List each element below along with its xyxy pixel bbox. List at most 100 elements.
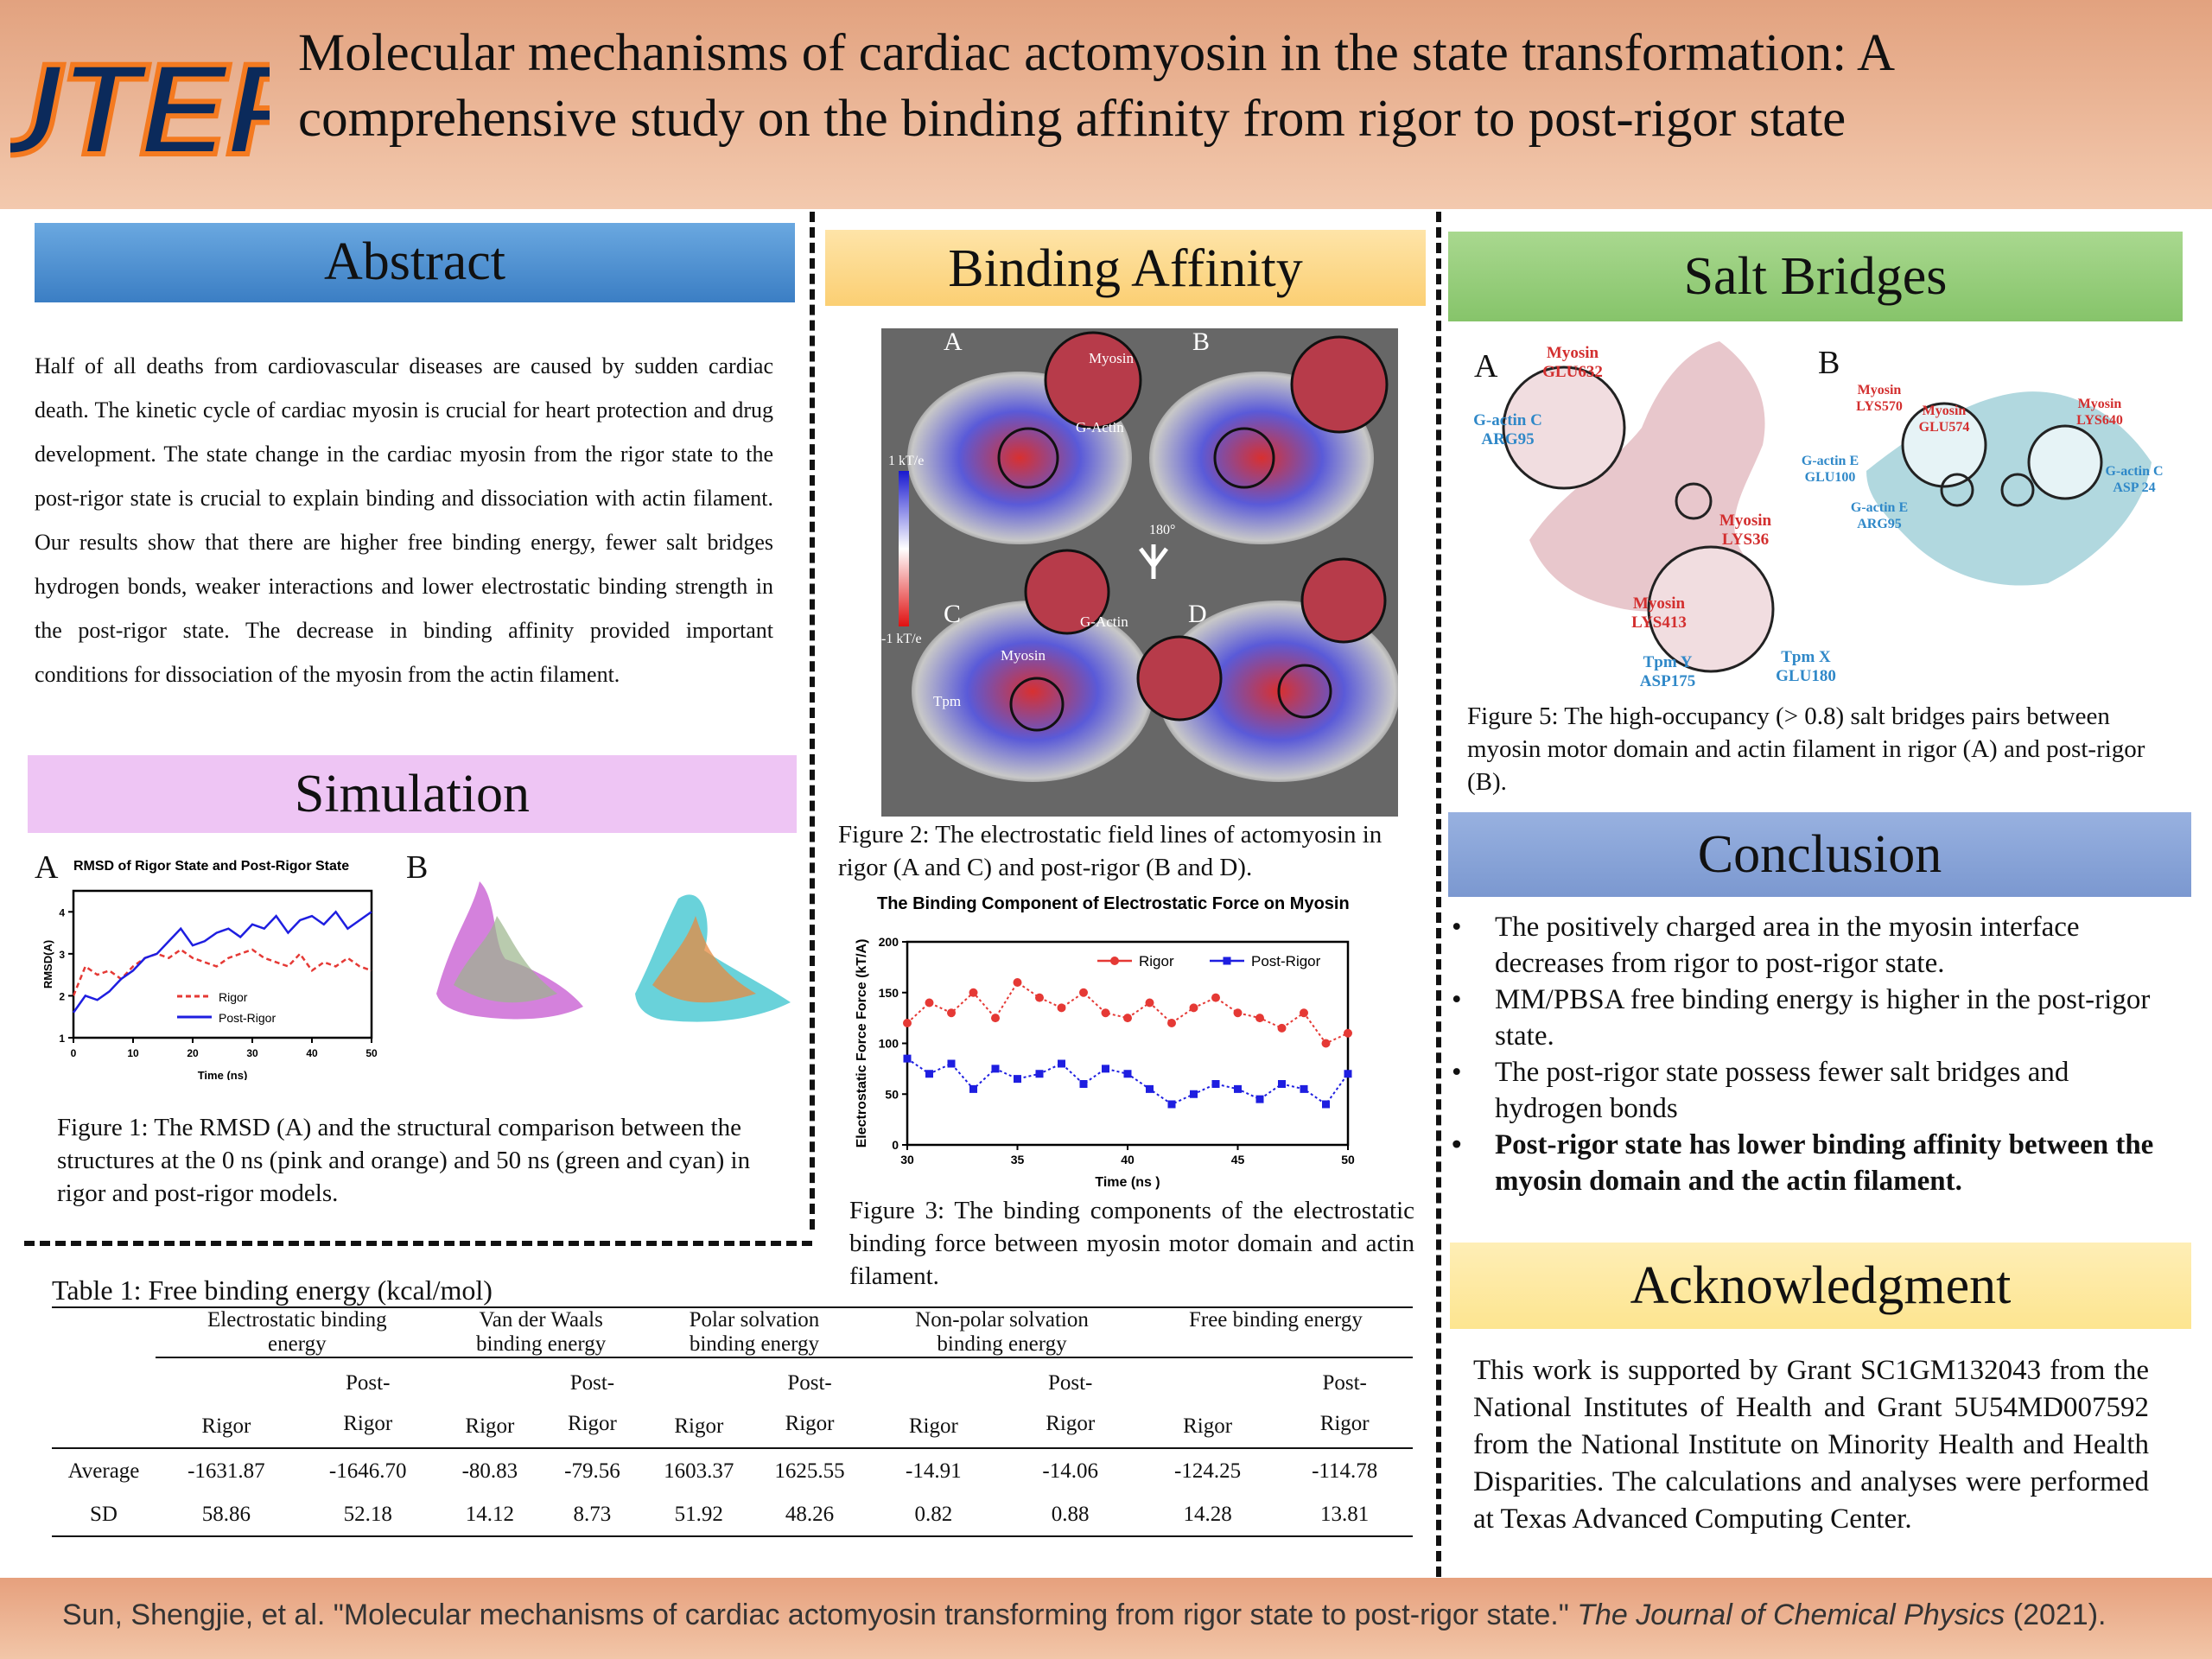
post-rigor-structure-overlay — [635, 894, 791, 1022]
table-row-average: Average -1631.87 -1646.70 -80.83 -79.56 16… — [52, 1448, 1413, 1493]
rigor-structure-overlay — [436, 881, 583, 1020]
post-rigor-point — [1146, 1084, 1154, 1093]
rigor-point — [1123, 1014, 1132, 1023]
y-tick-label: 150 — [879, 986, 899, 1000]
rigor-point — [1233, 1008, 1243, 1018]
y-tick-label: 1 — [59, 1033, 65, 1045]
rigor-point — [1277, 1023, 1287, 1033]
divider-right — [1436, 212, 1441, 1577]
figure2-caption: Figure 2: The electrostatic field lines … — [838, 821, 1382, 881]
legend-marker — [1223, 957, 1231, 965]
sim-panel-a-label: A — [35, 849, 59, 886]
structure-comparison-image — [436, 881, 791, 1022]
salt-panel-b-structure — [1866, 391, 2152, 586]
legend-label: Post-Rigor — [219, 1011, 276, 1025]
conclusion-item-bold: Post-rigor state has lower binding affin… — [1452, 1127, 2169, 1199]
conclusion-item: MM/PBSA free binding energy is higher in… — [1452, 982, 2169, 1054]
table-group-4: Non-polar solvation binding energy — [915, 1308, 1089, 1356]
salt-bridge-structures-image — [1502, 341, 2152, 673]
post-rigor-point — [1167, 1100, 1176, 1109]
field-panel-c — [912, 549, 1154, 782]
x-tick-label: 35 — [1011, 1153, 1025, 1166]
rigor-point — [1013, 978, 1022, 987]
post-rigor-point — [1014, 1075, 1021, 1084]
svg-text:B: B — [1192, 328, 1210, 356]
rigor-point — [969, 988, 978, 997]
label-tpm-y-asp175: Tpm Y ASP175 — [1639, 653, 1696, 690]
label-myosin-lys413: Myosin LYS413 — [1631, 594, 1687, 632]
label-tpm-x-glu180: Tpm X GLU180 — [1776, 648, 1836, 685]
field-panel-b — [1149, 335, 1389, 544]
figure1-caption: Figure 1: The RMSD (A) and the structura… — [57, 1114, 751, 1207]
conclusion-heading: Conclusion — [1448, 812, 2191, 897]
x-tick-label: 0 — [71, 1047, 77, 1059]
label-myosin-lys36: Myosin LYS36 — [1719, 512, 1772, 549]
field-panel-d — [1136, 557, 1398, 782]
x-tick-label: 10 — [127, 1047, 139, 1059]
divider-left — [810, 212, 815, 1230]
x-tick-label: 40 — [1121, 1153, 1135, 1166]
table-group-5: Free binding energy — [1188, 1308, 1363, 1332]
svg-text:Tpm: Tpm — [933, 693, 961, 709]
abstract-heading: Abstract — [35, 223, 795, 302]
rigor-point — [1344, 1028, 1352, 1038]
post-rigor-point — [1058, 1059, 1065, 1068]
y-tick-label: 3 — [59, 949, 65, 961]
post-rigor-point — [903, 1054, 912, 1063]
electrostatic-force-chart: The Binding Component of Electrostatic F… — [855, 894, 1355, 1190]
rotation-arrow-icon — [1139, 544, 1168, 579]
post-rigor-point — [1190, 1090, 1198, 1098]
poster-title: Molecular mechanisms of cardiac actomyos… — [298, 21, 2156, 152]
conclusion-list: The positively charged area in the myosi… — [1452, 909, 2169, 1199]
salt-bridges-heading: Salt Bridges — [1448, 232, 2183, 321]
legend-label: Post-Rigor — [1251, 953, 1321, 969]
svg-text:D: D — [1188, 600, 1207, 628]
table-group-2: Van der Waals binding energy — [476, 1308, 607, 1356]
utep-logo: UTEP — [10, 34, 270, 184]
y-tick-label: 50 — [885, 1087, 899, 1101]
plot-frame — [906, 940, 1350, 1147]
post-rigor-point — [1035, 1070, 1044, 1078]
x-tick-label: 40 — [306, 1047, 318, 1059]
table-group-1: Electrostatic binding energy — [207, 1308, 387, 1356]
label-gactin-e-glu100: G-actin E GLU100 — [1801, 454, 1859, 485]
legend-label: Rigor — [219, 990, 248, 1004]
rigor-point — [947, 1008, 956, 1018]
x-tick-label: 30 — [246, 1047, 258, 1059]
figure3-caption: Figure 3: The binding components of the … — [849, 1197, 1414, 1290]
rmsd-chart: RMSD of Rigor State and Post-Rigor State… — [41, 859, 378, 1080]
y-tick-label: 100 — [879, 1037, 899, 1051]
field-panel-a — [907, 331, 1142, 544]
rigor-point — [1101, 1008, 1110, 1018]
acknowledgment-heading: Acknowledgment — [1450, 1243, 2191, 1329]
post-rigor-point — [947, 1059, 956, 1068]
svg-text:C: C — [944, 600, 961, 628]
series-line-rigor — [72, 948, 372, 996]
conclusion-item: The positively charged area in the myosi… — [1452, 909, 2169, 982]
x-tick-label: 50 — [365, 1047, 378, 1059]
svg-text:-1 kT/e: -1 kT/e — [881, 632, 922, 646]
post-rigor-point — [1255, 1095, 1264, 1103]
divider-horizontal — [24, 1241, 812, 1246]
rigor-point — [991, 1014, 1000, 1023]
citation-journal: The Journal of Chemical Physics — [1577, 1599, 2005, 1631]
svg-text:Myosin: Myosin — [1001, 647, 1046, 664]
conclusion-item: The post-rigor state possess fewer salt … — [1452, 1054, 2169, 1127]
post-rigor-point — [1234, 1084, 1242, 1093]
chart-title: The Binding Component of Electrostatic F… — [877, 894, 1350, 913]
rigor-point — [1057, 1003, 1066, 1013]
x-tick-label: 20 — [187, 1047, 199, 1059]
simulation-heading: Simulation — [28, 755, 797, 833]
series-line-post-rigor — [72, 910, 372, 1014]
y-tick-label: 2 — [59, 990, 65, 1002]
header-banner — [0, 0, 2212, 209]
rigor-point — [1255, 1014, 1264, 1023]
post-rigor-point — [1300, 1084, 1308, 1093]
svg-text:G-Actin: G-Actin — [1080, 613, 1128, 630]
rigor-point — [1079, 988, 1088, 997]
label-myosin-glu574: Myosin GLU574 — [1918, 404, 1970, 435]
rigor-point — [1167, 1019, 1176, 1027]
label-gactin-arg95: G-actin C ARG95 — [1473, 411, 1542, 448]
svg-text:180°: 180° — [1149, 523, 1175, 537]
rigor-point — [1035, 993, 1044, 1002]
